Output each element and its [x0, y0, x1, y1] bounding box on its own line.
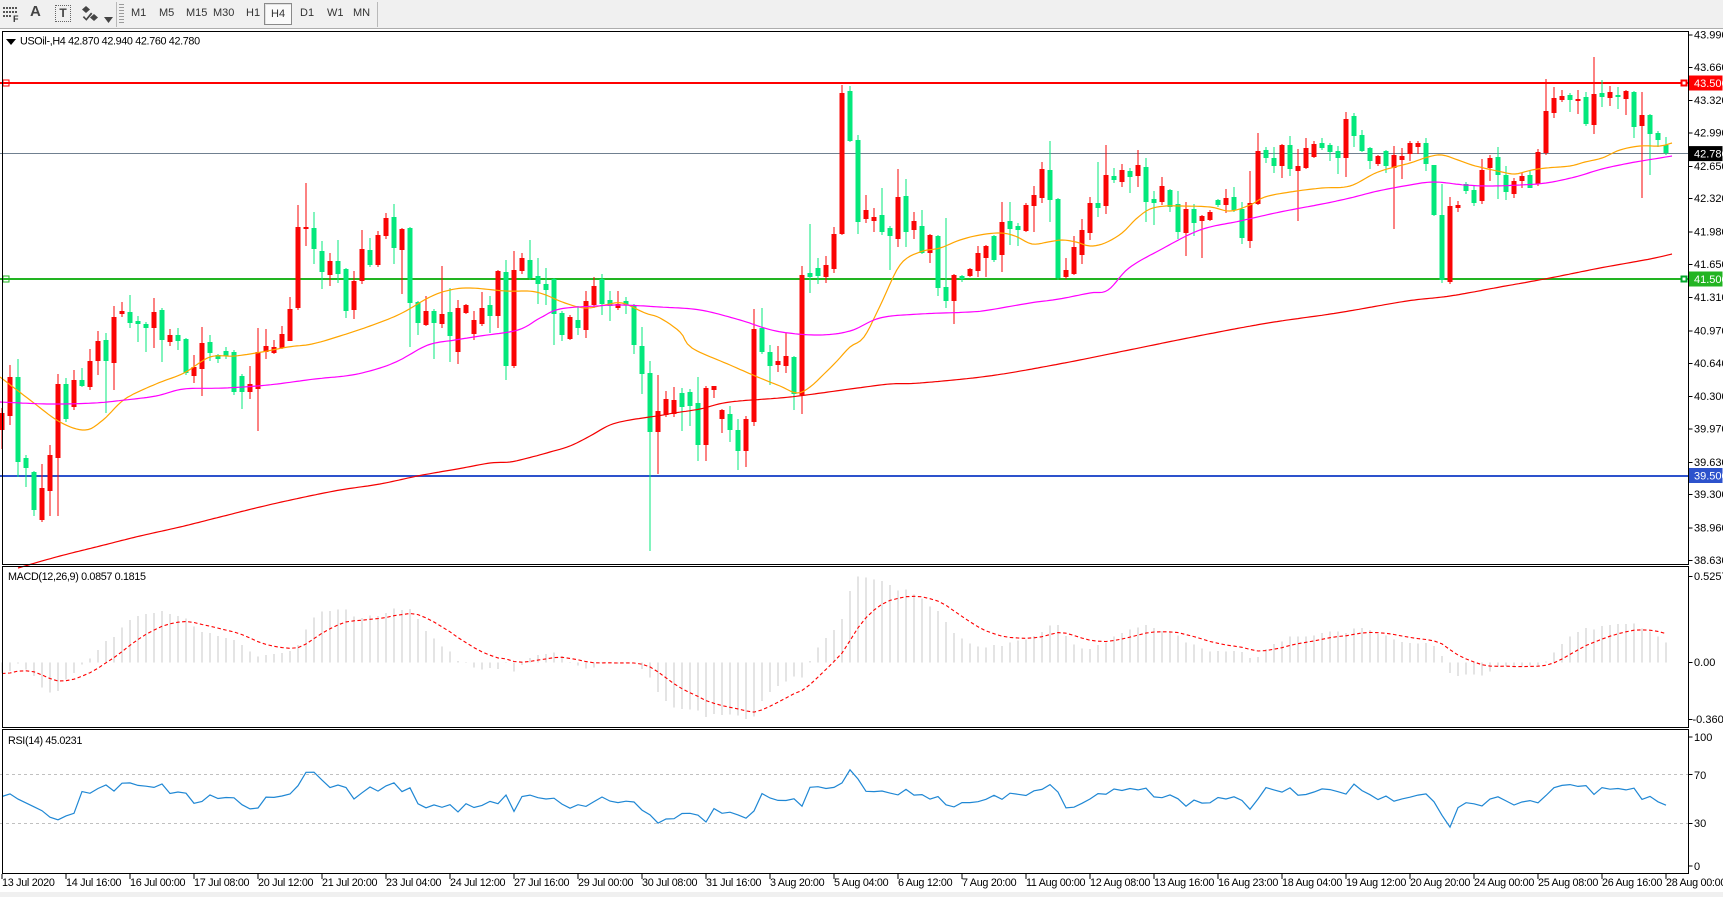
svg-text:25 Aug 08:00: 25 Aug 08:00 [1538, 877, 1598, 889]
svg-text:20 Aug 20:00: 20 Aug 20:00 [1410, 877, 1470, 889]
svg-text:6 Aug 12:00: 6 Aug 12:00 [898, 877, 953, 889]
svg-text:28 Aug 00:00: 28 Aug 00:00 [1666, 877, 1723, 889]
svg-text:41.650: 41.650 [1694, 259, 1723, 271]
svg-text:38.960: 38.960 [1694, 522, 1723, 534]
svg-text:40.970: 40.970 [1694, 326, 1723, 338]
svg-text:24 Aug 00:00: 24 Aug 00:00 [1474, 877, 1534, 889]
svg-text:21 Jul 20:00: 21 Jul 20:00 [322, 877, 378, 889]
svg-text:27 Jul 16:00: 27 Jul 16:00 [514, 877, 570, 889]
svg-text:12 Aug 08:00: 12 Aug 08:00 [1090, 877, 1150, 889]
svg-text:41.980: 41.980 [1694, 227, 1723, 239]
svg-text:18 Aug 04:00: 18 Aug 04:00 [1282, 877, 1342, 889]
svg-text:30 Jul 08:00: 30 Jul 08:00 [642, 877, 698, 889]
svg-text:70: 70 [1694, 770, 1706, 782]
svg-text:39.300: 39.300 [1694, 489, 1723, 501]
svg-text:40.640: 40.640 [1694, 358, 1723, 370]
svg-text:19 Aug 12:00: 19 Aug 12:00 [1346, 877, 1406, 889]
svg-text:0.5257: 0.5257 [1694, 571, 1723, 583]
svg-text:MACD(12,26,9) 0.0857 0.1815: MACD(12,26,9) 0.0857 0.1815 [8, 571, 146, 583]
svg-text:RSI(14) 45.0231: RSI(14) 45.0231 [8, 735, 82, 747]
svg-text:26 Aug 16:00: 26 Aug 16:00 [1602, 877, 1662, 889]
svg-text:5 Aug 04:00: 5 Aug 04:00 [834, 877, 889, 889]
svg-text:41.310: 41.310 [1694, 292, 1723, 304]
svg-text:7 Aug 20:00: 7 Aug 20:00 [962, 877, 1017, 889]
svg-text:17 Jul 08:00: 17 Jul 08:00 [194, 877, 250, 889]
svg-text:38.630: 38.630 [1694, 555, 1723, 567]
svg-text:39.630: 39.630 [1694, 457, 1723, 469]
svg-text:43.500: 43.500 [1694, 78, 1723, 90]
svg-text:42.320: 42.320 [1694, 193, 1723, 205]
svg-text:20 Jul 12:00: 20 Jul 12:00 [258, 877, 314, 889]
svg-text:42.780: 42.780 [1694, 149, 1723, 161]
svg-text:16 Aug 23:00: 16 Aug 23:00 [1218, 877, 1278, 889]
svg-text:13 Jul 2020: 13 Jul 2020 [2, 877, 55, 889]
svg-text:30: 30 [1694, 818, 1706, 830]
svg-text:43.320: 43.320 [1694, 95, 1723, 107]
svg-text:23 Jul 04:00: 23 Jul 04:00 [386, 877, 442, 889]
svg-text:40.300: 40.300 [1694, 391, 1723, 403]
svg-text:39.500: 39.500 [1694, 471, 1723, 483]
svg-text:11 Aug 00:00: 11 Aug 00:00 [1026, 877, 1086, 889]
svg-text:41.500: 41.500 [1694, 274, 1723, 286]
svg-text:42.650: 42.650 [1694, 161, 1723, 173]
svg-text:0: 0 [1694, 861, 1700, 873]
svg-text:3 Aug 20:00: 3 Aug 20:00 [770, 877, 825, 889]
svg-text:43.990: 43.990 [1694, 30, 1723, 42]
svg-text:42.990: 42.990 [1694, 128, 1723, 140]
svg-text:0.00: 0.00 [1694, 657, 1715, 669]
svg-text:24 Jul 12:00: 24 Jul 12:00 [450, 877, 506, 889]
svg-text:100: 100 [1694, 732, 1712, 744]
svg-text:13 Aug 16:00: 13 Aug 16:00 [1154, 877, 1214, 889]
svg-text:16 Jul 00:00: 16 Jul 00:00 [130, 877, 186, 889]
svg-text:29 Jul 00:00: 29 Jul 00:00 [578, 877, 634, 889]
svg-text:USOil-,H4 42.870 42.940 42.76: USOil-,H4 42.870 42.940 42.760 42.780 [20, 36, 200, 48]
svg-text:39.970: 39.970 [1694, 424, 1723, 436]
svg-text:31 Jul 16:00: 31 Jul 16:00 [706, 877, 762, 889]
svg-text:43.660: 43.660 [1694, 62, 1723, 74]
svg-text:-0.3603: -0.3603 [1693, 714, 1723, 726]
svg-text:14 Jul 16:00: 14 Jul 16:00 [66, 877, 122, 889]
